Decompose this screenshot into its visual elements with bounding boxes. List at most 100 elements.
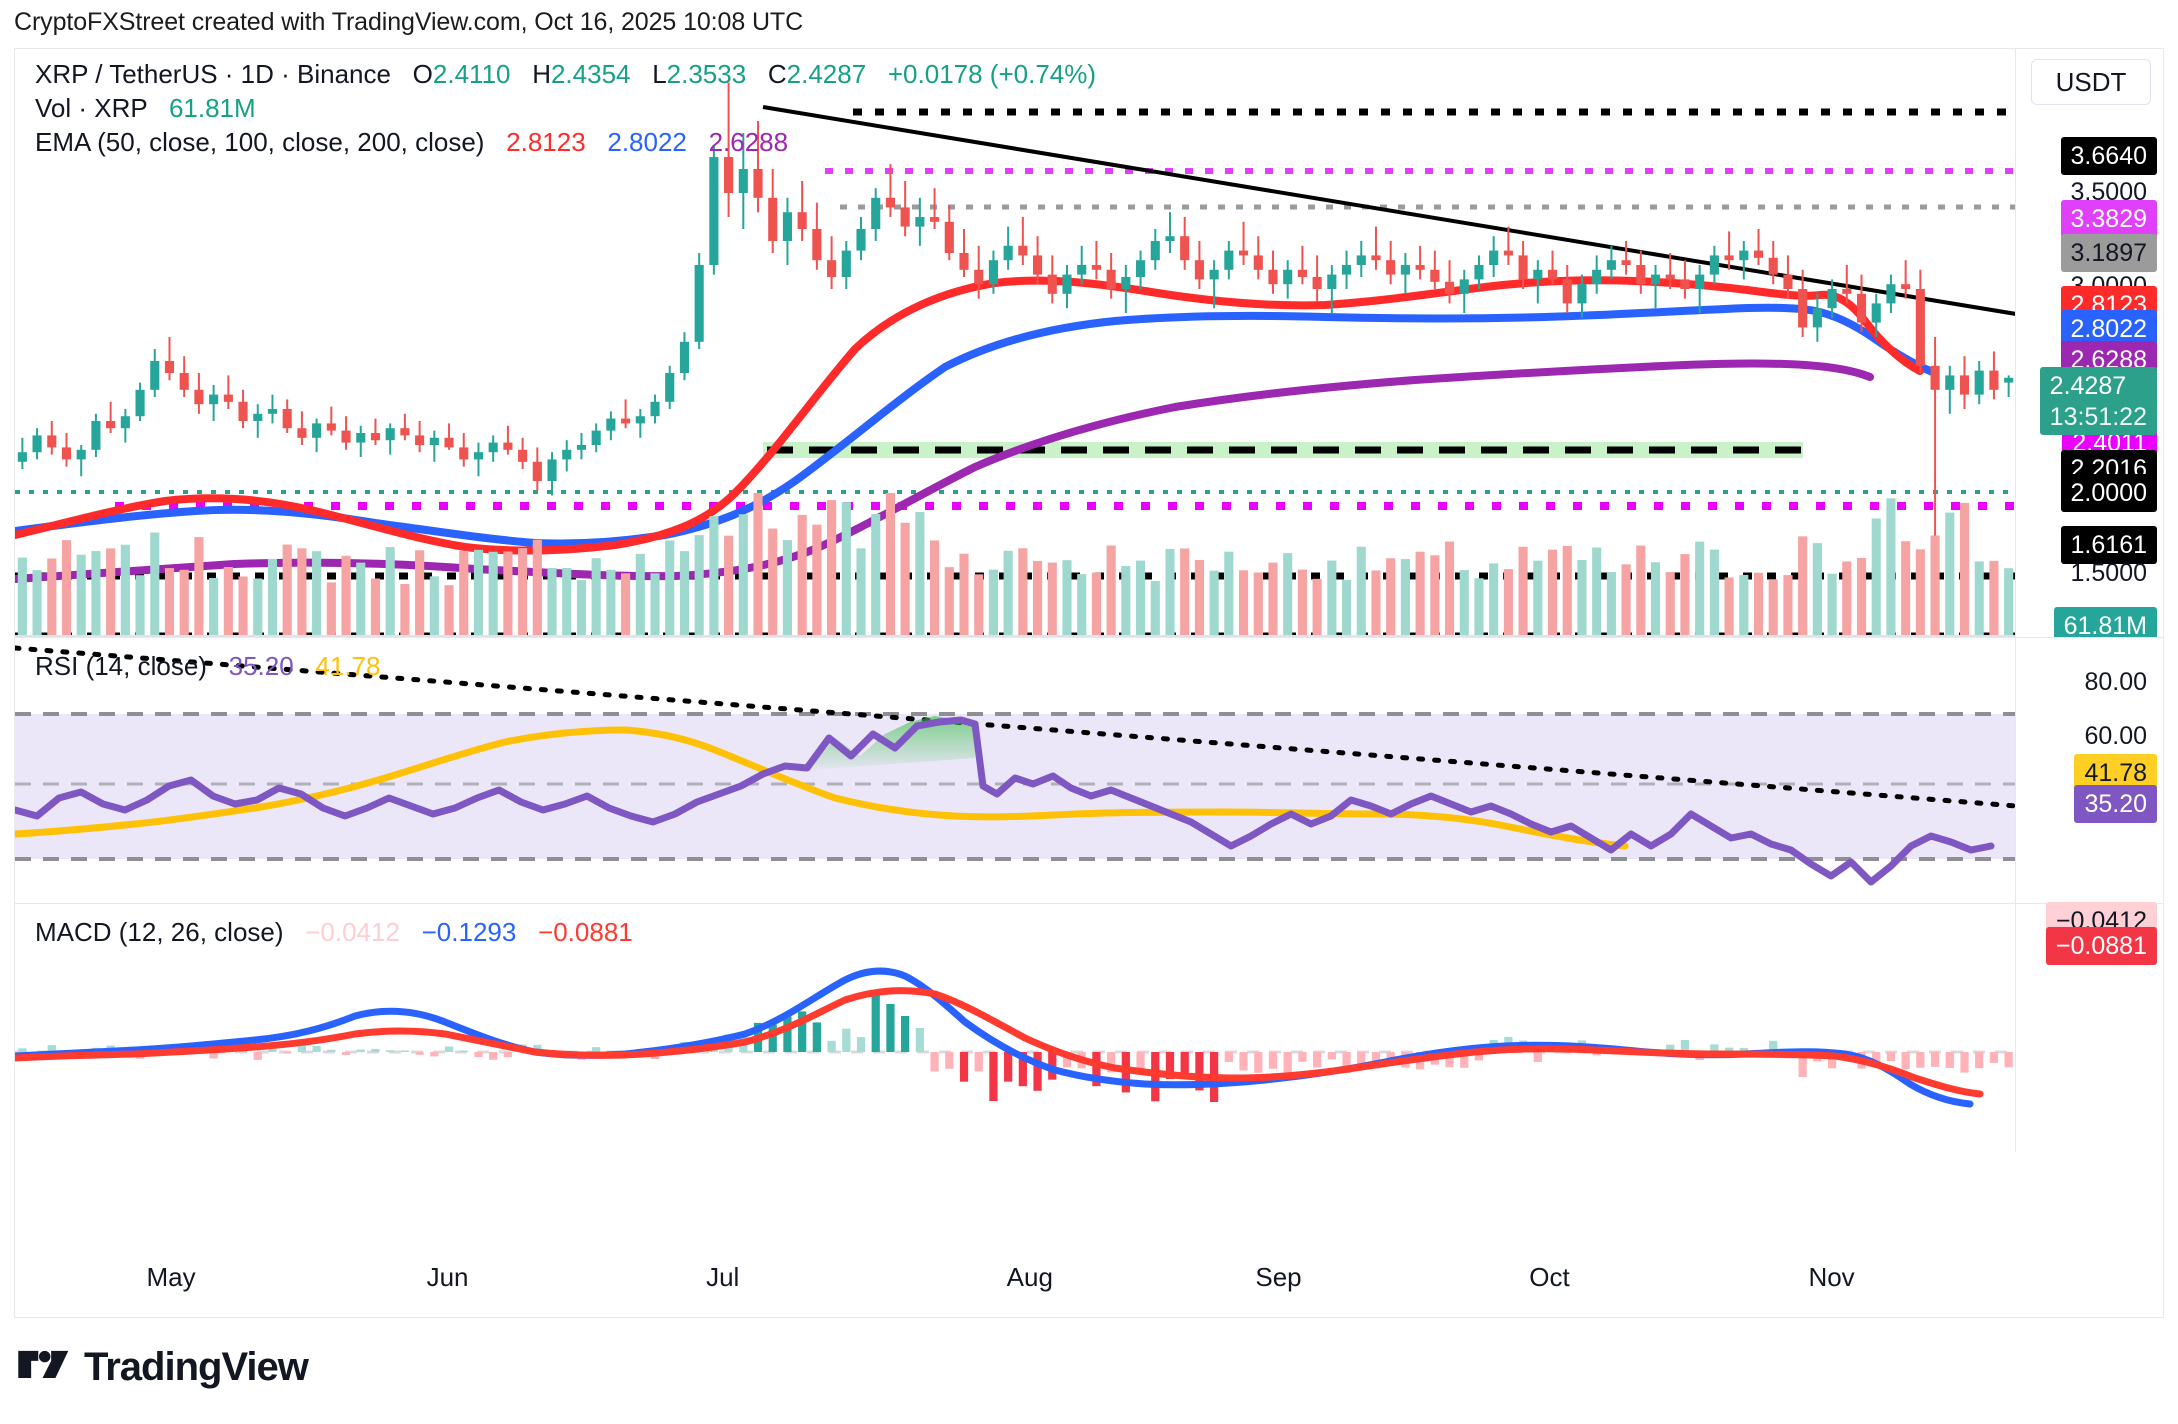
macd-plot[interactable] <box>15 904 2015 1152</box>
macd-hist-bar <box>1313 1052 1322 1068</box>
macd-hist-bar <box>1460 1052 1469 1068</box>
macd-title[interactable]: MACD (12, 26, close) <box>35 917 284 947</box>
candle-body <box>1930 365 1940 390</box>
macd-hist-bar <box>989 1052 998 1102</box>
macd-hist-bar <box>533 1044 542 1052</box>
macd-hist-bar <box>503 1052 513 1058</box>
macd-hist-bar <box>209 1052 218 1059</box>
candle-body <box>1150 241 1160 261</box>
macd-hist-bar <box>297 1043 307 1052</box>
rsi-value-tag: 35.20 <box>2074 785 2157 823</box>
rsi-scale-label: 80.00 <box>2084 668 2147 696</box>
candle-body <box>267 409 278 414</box>
candle-body <box>532 461 542 481</box>
candle-body <box>1650 274 1661 285</box>
candle-body <box>1062 274 1072 294</box>
rsi-line <box>15 716 1995 886</box>
candle-body <box>650 401 660 417</box>
candle-body <box>827 260 837 277</box>
macd-hist-bar <box>489 1052 498 1060</box>
candle-body <box>930 217 940 222</box>
candle-body <box>797 212 807 229</box>
candle-body <box>1503 250 1513 256</box>
candle-body <box>1724 255 1734 261</box>
candle-body <box>635 416 645 424</box>
rsi-scale[interactable]: 80.00 60.00 41.78 35.20 <box>2015 638 2163 903</box>
volume-title[interactable]: Vol · XRP <box>35 93 148 123</box>
candle-body <box>1297 269 1307 277</box>
candle-body <box>238 401 248 421</box>
rsi-title[interactable]: RSI (14, close) <box>35 651 207 681</box>
time-axis-month: Jun <box>426 1262 469 1292</box>
candle-body <box>709 157 719 265</box>
macd-hist-bar <box>2004 1052 2013 1068</box>
candle-body <box>856 229 866 251</box>
candle-body <box>944 221 954 253</box>
macd-hist-bar <box>1107 1052 1116 1073</box>
pane-separator-1 <box>15 637 2163 638</box>
price-scale-label: 3.1897 <box>2060 234 2157 272</box>
ema50-value: 2.8123 <box>506 127 586 157</box>
macd-hist-value: −0.0412 <box>305 917 400 947</box>
candle-body <box>665 373 675 402</box>
currency-badge[interactable]: USDT <box>2031 59 2151 105</box>
candle-body <box>1386 260 1396 275</box>
macd-hist-bar <box>798 1011 807 1052</box>
rsi-ma-line <box>15 726 1629 850</box>
macd-hist-bar <box>1386 1052 1395 1062</box>
candle-body <box>1842 289 1852 294</box>
candle-body <box>1959 375 1970 395</box>
candle-body <box>1489 250 1499 265</box>
rsi-band <box>15 714 2015 859</box>
volume-legend: Vol · XRP 61.81M <box>35 91 256 125</box>
time-axis[interactable]: May Jun Jul Aug Sep Oct Nov <box>14 1248 2164 1318</box>
candle-body <box>1768 257 1778 275</box>
price-plot[interactable] <box>15 49 2015 637</box>
macd-scale[interactable]: −0.0412 −0.0881 <box>2015 902 2163 1152</box>
candle-body <box>1945 375 1955 390</box>
macd-hist-bar <box>341 1052 351 1055</box>
macd-hist-bar <box>474 1052 483 1058</box>
macd-hist-bar <box>444 1046 454 1052</box>
candle-body <box>1459 279 1469 294</box>
macd-hist-bar <box>1666 1044 1675 1052</box>
symbol-label[interactable]: XRP / TetherUS · 1D · Binance <box>35 59 391 89</box>
chart-frame: USDT 3.66403.50003.38293.18973.00002.812… <box>14 48 2164 1318</box>
macd-hist-bar <box>1136 1052 1145 1069</box>
candle-body <box>1621 260 1631 265</box>
candle-body <box>1356 255 1366 265</box>
ema-title[interactable]: EMA (50, close, 100, close, 200, close) <box>35 127 485 157</box>
macd-pane: −0.0412 −0.0881 <box>15 902 2163 1152</box>
price-scale[interactable]: USDT 3.66403.50003.38293.18973.00002.812… <box>2015 49 2163 645</box>
macd-hist-bar <box>1945 1052 1954 1068</box>
candle-body <box>1444 281 1455 294</box>
candle-body <box>370 433 381 441</box>
time-axis-month: Oct <box>1529 1262 1570 1292</box>
candle-body <box>135 389 145 417</box>
candle-body <box>782 212 793 241</box>
rsi-pane: 80.00 60.00 41.78 35.20 <box>15 638 2163 903</box>
candle-body <box>1901 284 1911 289</box>
candle-body <box>400 428 410 436</box>
candle-body <box>76 449 86 460</box>
candle-body <box>871 197 881 229</box>
candle-body <box>1180 236 1190 261</box>
candle-body <box>1533 269 1543 280</box>
macd-hist-bar <box>1827 1052 1837 1069</box>
price-scale-label: 1.6161 <box>2060 526 2157 564</box>
macd-hist-bar <box>1960 1052 1969 1073</box>
change-value: +0.0178 (+0.74%) <box>887 59 1097 89</box>
price-legend: XRP / TetherUS · 1D · Binance O2.4110 H2… <box>35 57 1096 91</box>
macd-hist-bar <box>459 1050 468 1052</box>
macd-value-tag: −0.0881 <box>2045 927 2157 965</box>
macd-line-value: −0.1293 <box>421 917 517 947</box>
candle-body <box>1812 308 1822 328</box>
candle-body <box>91 421 101 450</box>
candle-body <box>547 459 557 481</box>
macd-hist-bar <box>1989 1052 1999 1063</box>
rsi-plot[interactable] <box>15 638 2015 903</box>
macd-hist-bar <box>1239 1052 1248 1071</box>
attribution-text: CryptoFXStreet created with TradingView.… <box>14 8 804 36</box>
rsi-series <box>15 645 2015 886</box>
